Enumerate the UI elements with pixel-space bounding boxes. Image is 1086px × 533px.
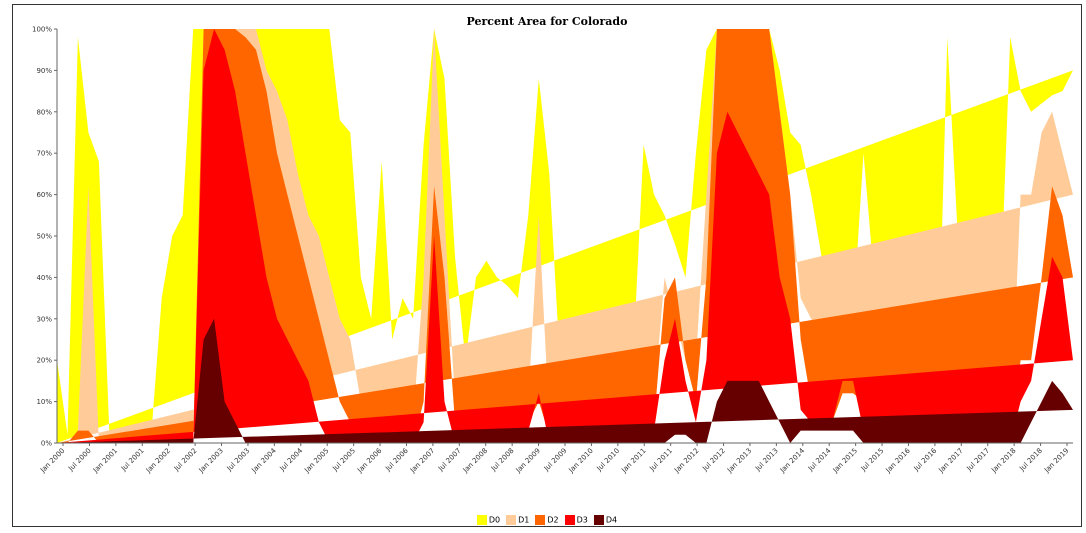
y-tick-label: 70% [36, 150, 52, 158]
legend-swatch [593, 515, 604, 525]
x-tick-label: Jan 2012 [672, 447, 700, 475]
x-tick-label: Jan 2008 [461, 447, 489, 475]
x-tick-label: Jul 2014 [806, 446, 833, 473]
series-area-d4 [57, 318, 1073, 443]
x-tick-label: Jan 2010 [567, 447, 595, 475]
x-tick-label: Jul 2008 [489, 447, 516, 474]
legend-swatch [506, 515, 517, 525]
x-tick-label: Jan 2014 [778, 446, 807, 475]
chart-title: Percent Area for Colorado [466, 15, 628, 28]
y-tick-label: 80% [36, 108, 52, 116]
x-tick-label: Jan 2002 [144, 447, 172, 475]
legend-item-d3: D3 [564, 515, 588, 525]
x-tick-label: Jan 2015 [831, 447, 859, 475]
legend-label: D4 [605, 515, 618, 525]
legend-label: D3 [576, 515, 588, 525]
x-tick-label: Jul 2017 [965, 447, 992, 474]
x-tick-label: Jan 2005 [302, 447, 330, 475]
x-tick-label: Jan 2016 [884, 446, 913, 475]
x-tick-label: Jul 2001 [119, 447, 146, 474]
y-tick-label: 50% [36, 233, 52, 241]
x-tick-label: Jan 2018 [989, 447, 1017, 475]
x-tick-label: Jan 2006 [355, 446, 384, 475]
x-tick-label: Jan 2003 [197, 447, 225, 475]
x-tick-label: Jul 2009 [542, 447, 569, 474]
x-tick-label: Jul 2011 [648, 447, 675, 474]
x-tick-label: Jul 2015 [859, 447, 886, 474]
x-tick-label: Jan 2017 [937, 447, 965, 475]
x-tick-label: Jan 2004 [250, 446, 279, 475]
legend-item-d1: D1 [506, 515, 529, 525]
x-tick-label: Jul 2018 [1017, 447, 1044, 474]
legend-label: D2 [547, 515, 559, 525]
x-tick-label: Jan 2001 [91, 447, 119, 475]
y-tick-label: 90% [36, 67, 52, 75]
legend-swatch [535, 515, 546, 525]
legend-label: D0 [488, 515, 501, 525]
x-tick-label: Jul 2007 [436, 447, 463, 474]
x-tick-label: Jul 2004 [278, 446, 305, 473]
x-tick-label: Jul 2003 [225, 447, 252, 474]
series-area-d2 [57, 29, 1073, 443]
y-tick-label: 30% [36, 315, 52, 323]
x-tick-label: Jul 2012 [700, 447, 727, 474]
x-tick-label: Jan 2013 [725, 447, 753, 475]
y-tick-label: 10% [36, 398, 52, 406]
x-tick-label: Jul 2005 [331, 447, 358, 474]
x-tick-label: Jan 2007 [408, 447, 436, 475]
y-tick-label: 40% [36, 274, 52, 282]
legend-item-d4: D4 [593, 515, 618, 525]
x-tick-label: Jan 2000 [38, 447, 66, 475]
legend-item-d2: D2 [535, 515, 559, 525]
x-tick-label: Jul 2016 [912, 446, 939, 473]
x-tick-label: Jul 2002 [172, 447, 199, 474]
legend-swatch [564, 515, 575, 525]
legend-label: D1 [518, 515, 530, 525]
y-tick-label: 20% [36, 357, 52, 365]
chart-canvas: 0% 10% 20% 30% 40% 50% 60% 70% 80% 90% 100% Jan 200… [32, 26, 1073, 475]
y-tick-label: 100% [32, 26, 52, 34]
y-tick-label: 60% [36, 191, 52, 199]
x-tick-label: Jan 2009 [514, 447, 542, 475]
x-tick-label: Jul 2010 [595, 447, 622, 474]
legend-item-d0: D0 [476, 515, 501, 525]
chart-legend: D0 D1 D2 D3 D4 [13, 515, 1081, 525]
x-tick-label: Jul 2000 [66, 447, 93, 474]
x-tick-label: Jan 2011 [620, 447, 648, 475]
x-tick-label: Jul 2006 [383, 446, 410, 473]
x-tick-label: Jul 2013 [753, 447, 780, 474]
y-tick-label: 0% [41, 440, 52, 448]
legend-swatch [476, 515, 487, 525]
x-tick-label: Jan 2019 [1042, 447, 1070, 475]
series-area-d3 [57, 29, 1073, 443]
chart-frame: Percent Area for Colorado 0% 10% 20% 30% 40%… [12, 4, 1082, 527]
